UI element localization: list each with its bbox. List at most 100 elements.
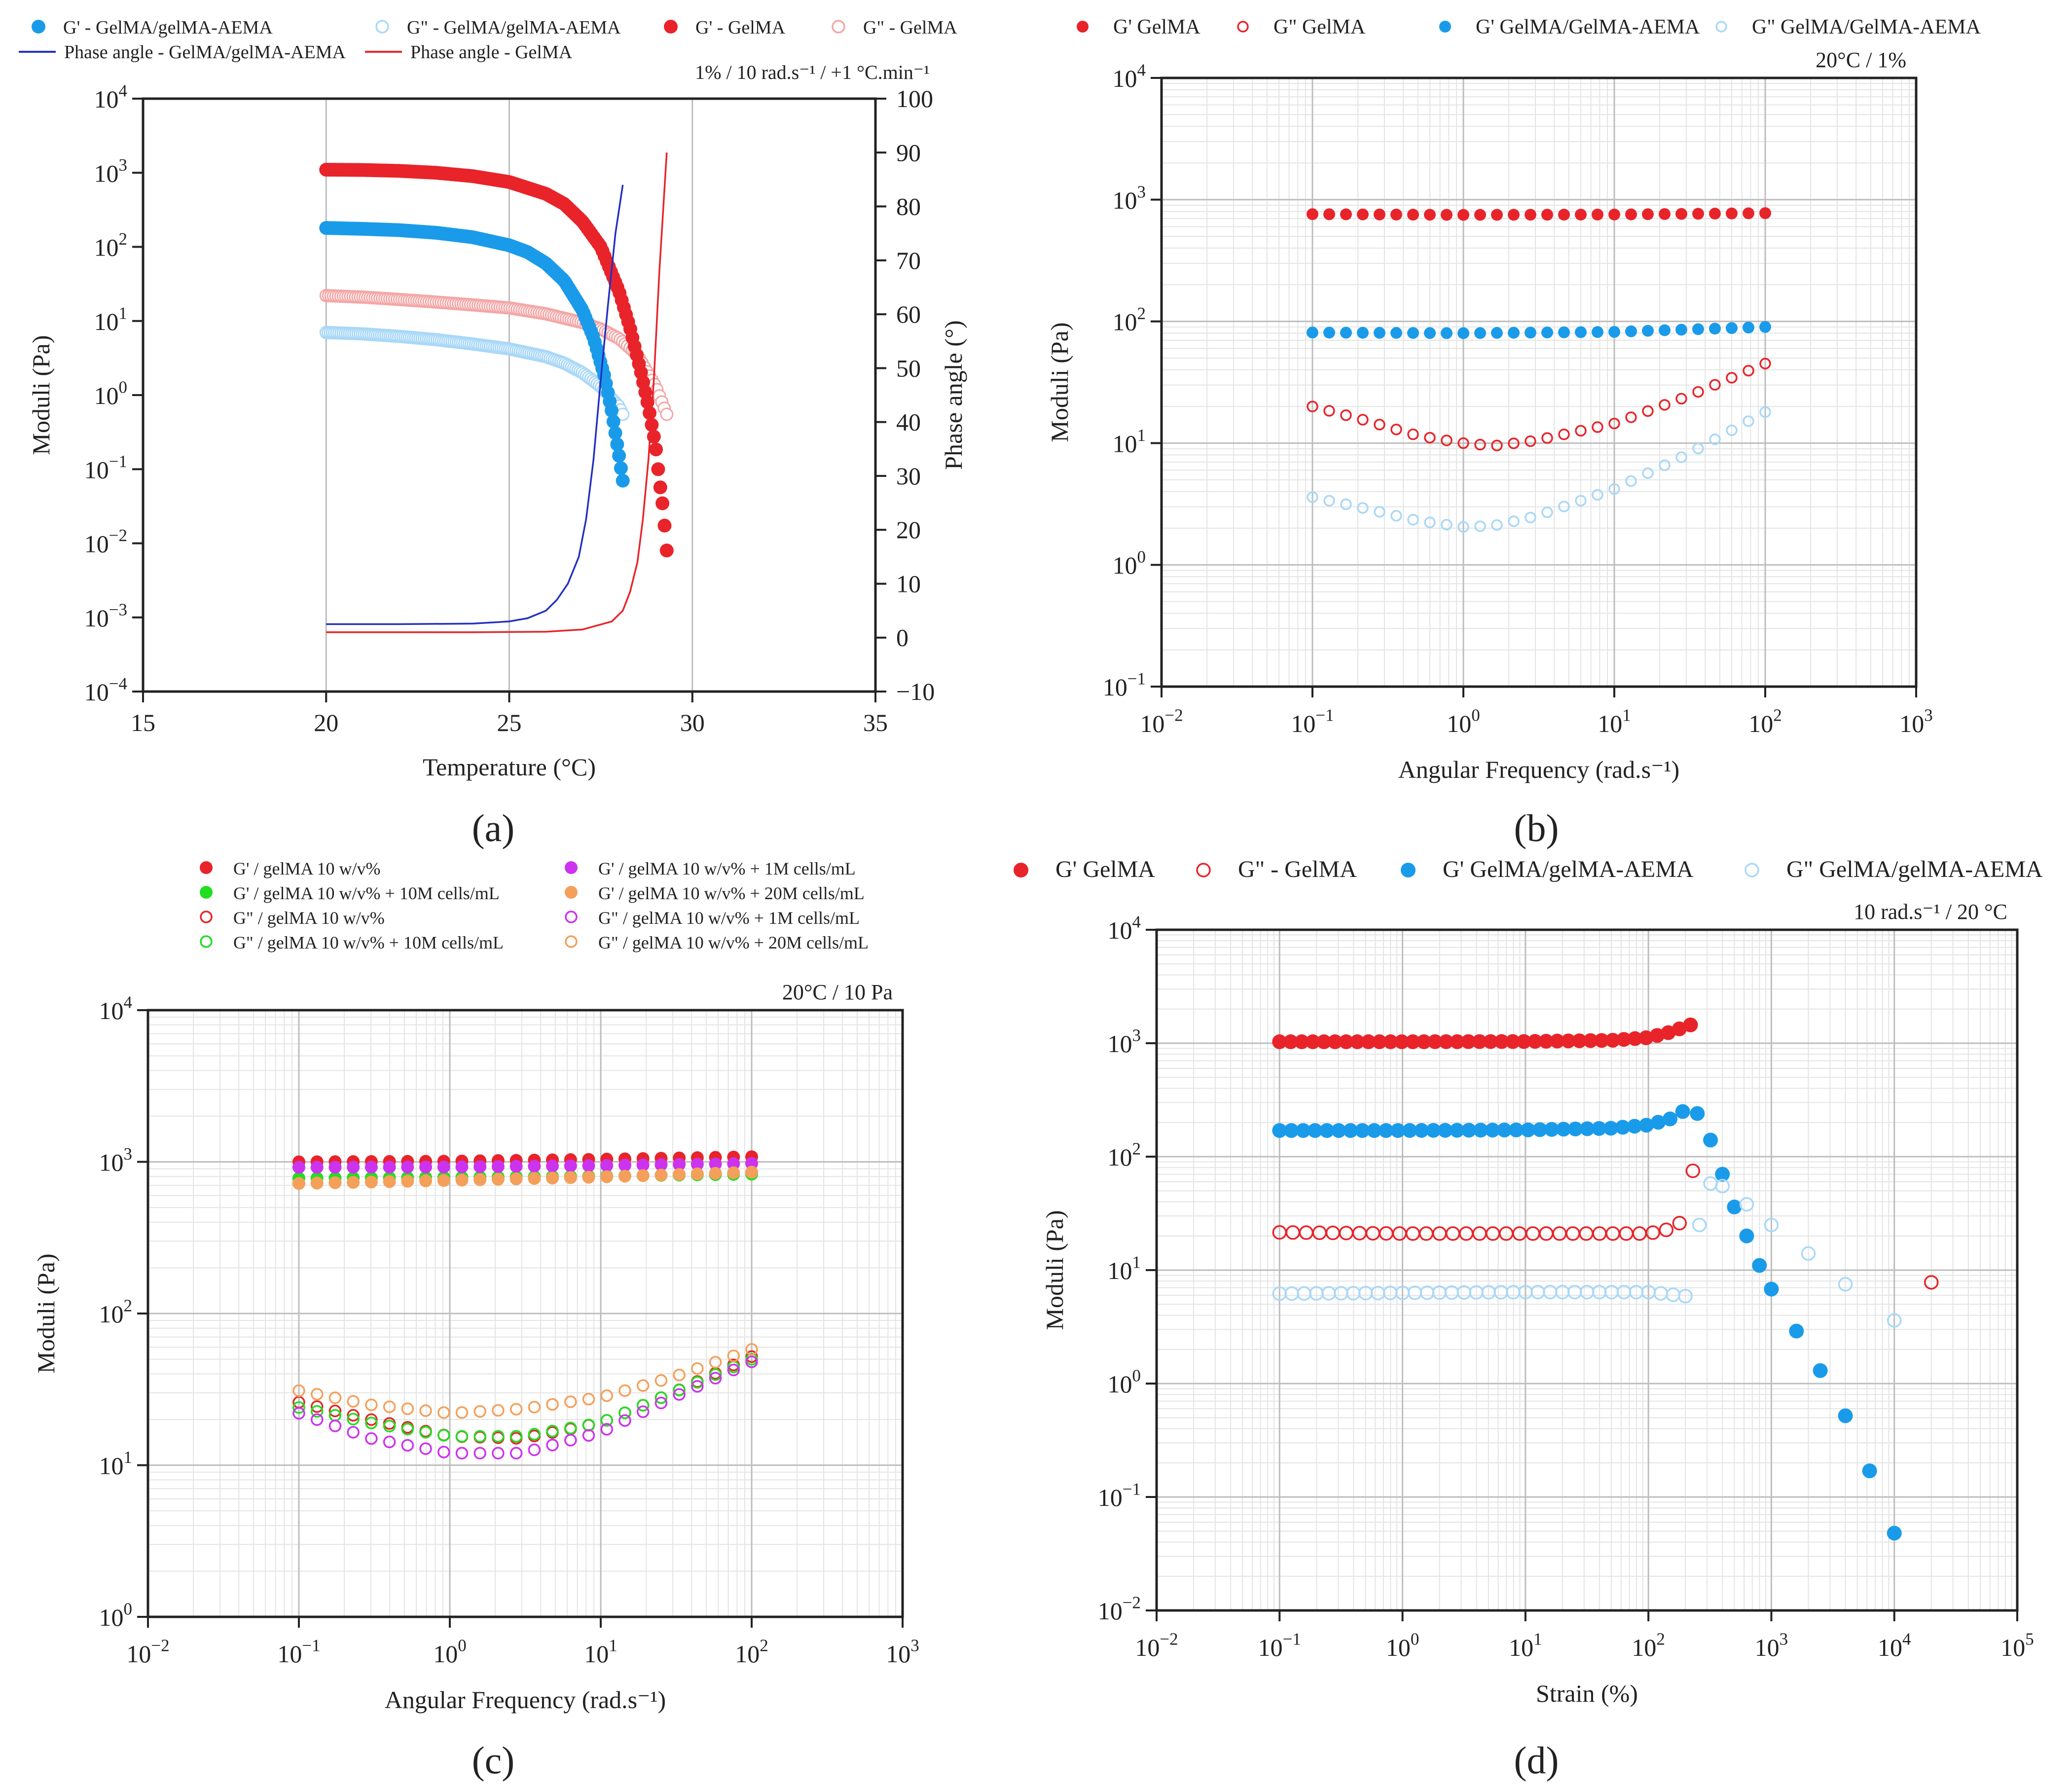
y-axis-label: Moduli (Pa) [27, 335, 55, 455]
y-tick-label: 102 [1113, 304, 1146, 336]
data-point [328, 1161, 342, 1174]
series-1 [1307, 358, 1771, 451]
series-2 [319, 163, 674, 558]
data-point [365, 1417, 378, 1429]
data-point [1424, 209, 1436, 221]
data-point [1579, 1226, 1594, 1241]
data-point [1283, 1034, 1298, 1050]
data-point [1390, 1123, 1406, 1138]
data-point [1608, 326, 1620, 338]
data-point [1663, 1111, 1678, 1127]
data-point [1580, 1121, 1595, 1136]
y-tick-label-exp: 2 [1132, 1139, 1141, 1159]
legend-label: Phase angle - GelMA/gelMA-AEMA [64, 42, 346, 63]
data-point [546, 1398, 559, 1411]
x-tick-label-exp: 0 [458, 1636, 467, 1655]
y-tick-label: 103 [1108, 1026, 1141, 1058]
x-tick-label-exp: 0 [1471, 706, 1480, 725]
data-point [1726, 322, 1738, 334]
data-point [1649, 1028, 1665, 1043]
data-point [709, 1355, 722, 1369]
data-point [582, 1159, 595, 1172]
data-point [1625, 475, 1637, 487]
x-axis-label: Angular Frequency (rad.s⁻¹) [385, 1686, 666, 1714]
data-point [1887, 1526, 1902, 1541]
y-tick-label-exp: −2 [1123, 1593, 1141, 1612]
data-point [1605, 1032, 1620, 1048]
y-tick-label-exp: 2 [119, 229, 128, 249]
data-point [1692, 442, 1704, 455]
legend-marker [1745, 863, 1759, 877]
data-point [509, 1403, 523, 1416]
data-point [1558, 428, 1570, 440]
data-point [1371, 1285, 1385, 1301]
data-point [600, 1414, 613, 1427]
y2-tick-label: 60 [896, 300, 921, 328]
data-point [645, 418, 659, 432]
data-point [1402, 1123, 1418, 1138]
data-point [1801, 1246, 1816, 1261]
data-point [1625, 208, 1637, 220]
data-point [564, 1395, 577, 1408]
y-tick-label-base: 10 [1113, 65, 1137, 92]
data-point [1339, 1034, 1354, 1050]
data-point [1594, 1033, 1609, 1048]
data-point [509, 1172, 523, 1185]
data-point [1715, 1178, 1730, 1194]
data-point [1474, 327, 1486, 339]
data-point [1813, 1363, 1828, 1378]
x-tick-label-exp: 1 [1533, 1630, 1542, 1649]
data-point [1349, 1034, 1365, 1050]
data-point [1887, 1313, 1902, 1328]
data-point [437, 1160, 450, 1173]
series-5 [292, 1166, 758, 1190]
data-point [1632, 1226, 1647, 1241]
series-2 [1272, 1104, 1902, 1541]
data-point [1340, 409, 1352, 421]
legend-label: G' / gelMA 10 w/v% + 1M cells/mL [598, 859, 856, 878]
plot-frame [1160, 76, 1918, 688]
data-point [1525, 327, 1536, 339]
data-point [437, 1406, 450, 1419]
legend-label: G' GelMA/gelMA-AEMA [1443, 856, 1694, 882]
data-point [1323, 495, 1335, 507]
data-point [1316, 1034, 1332, 1050]
x-axis-label: Angular Frequency (rad.s⁻¹) [1398, 756, 1679, 783]
data-point [292, 1407, 305, 1420]
data-point [673, 1158, 686, 1171]
x-tick-label-exp: 5 [2025, 1630, 2034, 1649]
data-point [659, 544, 674, 558]
data-point [1450, 1034, 1465, 1049]
data-point [1374, 327, 1385, 339]
series-1 [1272, 1163, 1939, 1290]
data-point [600, 1389, 613, 1402]
y2-tick-label: 100 [896, 85, 933, 112]
y-tick-label: 102 [94, 229, 128, 261]
x-tick-label-exp: 0 [1411, 1630, 1419, 1649]
data-point [1508, 515, 1520, 527]
x-tick-label: 10−2 [126, 1636, 169, 1668]
y-tick-label-exp: 3 [119, 155, 128, 175]
legend-marker [200, 935, 213, 948]
x-tick-label: 102 [1748, 706, 1782, 738]
legend-label: G" GelMA [1273, 16, 1366, 38]
data-point [1642, 405, 1654, 417]
data-point [1739, 1228, 1754, 1243]
chart-a: 15 20 25 30 3510−410−310−210−110010110210310… [19, 17, 967, 781]
legend-label: G' - GelMA [695, 17, 786, 38]
data-point [691, 1158, 704, 1171]
x-tick-label-exp: −2 [1164, 706, 1183, 725]
data-point [401, 1439, 414, 1452]
data-point [1445, 1226, 1460, 1241]
y-tick-label-base: 10 [1113, 430, 1137, 457]
data-point [1659, 208, 1671, 220]
data-point [614, 461, 628, 475]
data-point [1474, 520, 1486, 532]
data-point [1374, 506, 1385, 518]
y-tick-label-exp: −1 [1127, 669, 1146, 689]
data-point [1615, 1120, 1631, 1135]
data-point [383, 1400, 396, 1413]
data-point [1352, 1226, 1367, 1241]
data-point [1407, 209, 1419, 221]
y-tick-label-base: 10 [1098, 1597, 1123, 1625]
